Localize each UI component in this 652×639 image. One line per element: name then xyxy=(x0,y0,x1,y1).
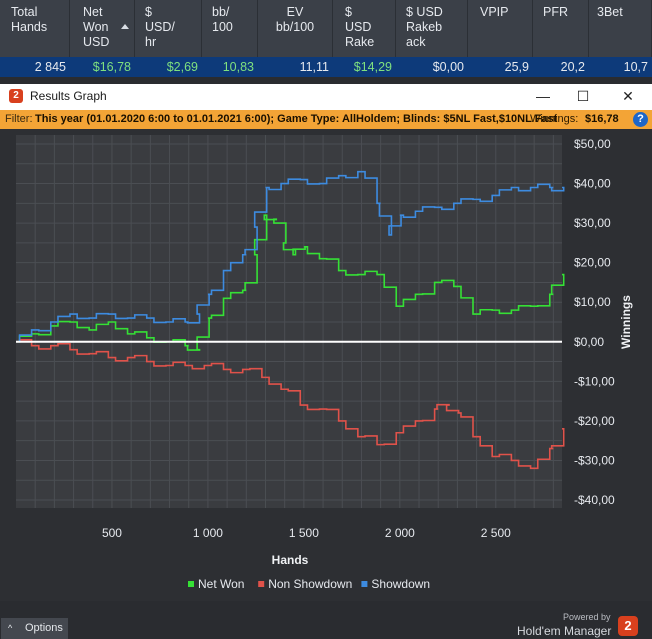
legend-label: Showdown xyxy=(371,577,430,591)
cell-usd-per-hr: $2,69 xyxy=(166,60,198,74)
series-line-showdown xyxy=(16,170,565,343)
y-tick-label: $30,00 xyxy=(574,216,611,230)
brand-name: Hold'em Manager xyxy=(517,624,612,638)
cell-usd-rake: $14,29 xyxy=(353,60,392,74)
powered-by-text: Powered by xyxy=(563,612,611,622)
column-header-ev-bb-per-100[interactable]: EV bb/100 xyxy=(258,0,333,57)
series-line-non-showdown xyxy=(16,339,565,470)
legend-swatch xyxy=(361,581,368,587)
column-header-label: Total Hands xyxy=(11,5,48,34)
column-header-label: $ USD/ hr xyxy=(145,5,175,49)
results-chart: $50,00 $40,00 $30,00 $20,00 $10,00 $0,00 -$10,… xyxy=(16,135,633,591)
legend-swatch xyxy=(188,581,194,587)
column-header-label: bb/ 100 xyxy=(212,5,233,34)
legend-swatch xyxy=(258,581,265,587)
filter-winnings-value: $16,78 xyxy=(585,113,619,125)
x-tick-label: 500 xyxy=(102,526,122,540)
column-header-pfr[interactable]: PFR xyxy=(533,0,589,57)
options-label: Options xyxy=(25,622,63,634)
sort-ascending-icon xyxy=(121,24,129,29)
close-button[interactable]: ✕ xyxy=(622,88,634,104)
y-tick-label: $0,00 xyxy=(574,335,604,349)
column-header-vpip[interactable]: VPIP xyxy=(468,0,533,57)
cell-total-hands: 2 845 xyxy=(34,60,66,74)
column-header-usd-rakeback[interactable]: $ USD Rakeb ack xyxy=(396,0,468,57)
y-tick-label: $20,00 xyxy=(574,256,611,270)
results-graph: $50,00 $40,00 $30,00 $20,00 $10,00 $0,00 -$10,… xyxy=(0,129,652,639)
filter-winnings-label: Winnings: xyxy=(530,113,579,125)
cell-vpip: 25,9 xyxy=(504,60,529,74)
column-header-label: EV bb/100 xyxy=(275,5,315,34)
minimize-button[interactable]: — xyxy=(536,88,550,104)
y-tick-label: -$30,00 xyxy=(574,453,615,467)
x-axis-title: Hands xyxy=(272,553,309,567)
app-logo-icon: 2 xyxy=(9,89,23,103)
stats-data-row[interactable]: 2 845 $16,78 $2,69 10,83 11,11 $14,29 $0,00 25,… xyxy=(0,57,652,77)
help-icon[interactable]: ? xyxy=(633,112,648,127)
column-header-total-hands[interactable]: Total Hands xyxy=(0,0,70,57)
cell-usd-rakeback: $0,00 xyxy=(432,60,464,74)
filter-text: This year (01.01.2020 6:00 to 01.01.2021… xyxy=(35,113,558,125)
cell-net-won-usd: $16,78 xyxy=(92,60,131,74)
filter-bar[interactable]: Filter: This year (01.01.2020 6:00 to 01… xyxy=(0,110,652,129)
column-header-label: PFR xyxy=(543,5,568,19)
x-tick-label: 1 000 xyxy=(193,526,223,540)
y-tick-label: -$40,00 xyxy=(574,493,615,507)
maximize-button[interactable]: ☐ xyxy=(576,88,590,104)
column-header-label: $ USD Rake xyxy=(345,5,375,49)
column-header-label: 3Bet xyxy=(597,5,623,19)
cell-bb-per-100: 10,83 xyxy=(222,60,254,74)
x-tick-label: 1 500 xyxy=(289,526,319,540)
column-header-usd-rake[interactable]: $ USD Rake xyxy=(333,0,396,57)
brand-logo-icon: 2 xyxy=(618,616,638,636)
column-header-net-won-usd[interactable]: Net Won USD xyxy=(70,0,135,57)
x-tick-label: 2 000 xyxy=(385,526,415,540)
stats-table: Total Hands Net Won USD $ USD/ hr bb/ 100 EV… xyxy=(0,0,652,77)
y-tick-label: -$20,00 xyxy=(574,414,615,428)
column-header-bb-per-100[interactable]: bb/ 100 xyxy=(202,0,258,57)
cell-ev-bb-per-100: 11,11 xyxy=(299,60,329,74)
column-header-label: Net Won USD xyxy=(83,5,110,49)
y-tick-label: $40,00 xyxy=(574,177,611,191)
legend-label: Net Won xyxy=(198,577,244,591)
column-header-usd-per-hr[interactable]: $ USD/ hr xyxy=(135,0,202,57)
column-header-label: $ USD Rakeb ack xyxy=(406,5,443,49)
y-tick-label: -$10,00 xyxy=(574,374,615,388)
filter-label: Filter: xyxy=(5,113,33,125)
y-tick-label: $10,00 xyxy=(574,295,611,309)
options-button[interactable]: ^ Options xyxy=(1,618,68,639)
results-graph-window: 2 Results Graph — ☐ ✕ Filter: This year … xyxy=(0,84,652,639)
series-line-net-won xyxy=(16,214,565,351)
y-axis-title: Winnings xyxy=(619,295,633,349)
column-header-3bet[interactable]: 3Bet xyxy=(589,0,652,57)
cell-3bet: 10,7 xyxy=(623,60,648,74)
window-title: Results Graph xyxy=(30,89,107,103)
y-tick-label: $50,00 xyxy=(574,137,611,151)
cell-pfr: 20,2 xyxy=(560,60,585,74)
stats-header-row: Total Hands Net Won USD $ USD/ hr bb/ 100 EV… xyxy=(0,0,652,57)
title-bar[interactable]: 2 Results Graph — ☐ ✕ xyxy=(0,84,652,109)
column-header-label: VPIP xyxy=(480,5,509,19)
legend-label: Non Showdown xyxy=(268,577,352,591)
chevron-up-icon: ^ xyxy=(8,623,13,633)
x-tick-label: 2 500 xyxy=(481,526,511,540)
